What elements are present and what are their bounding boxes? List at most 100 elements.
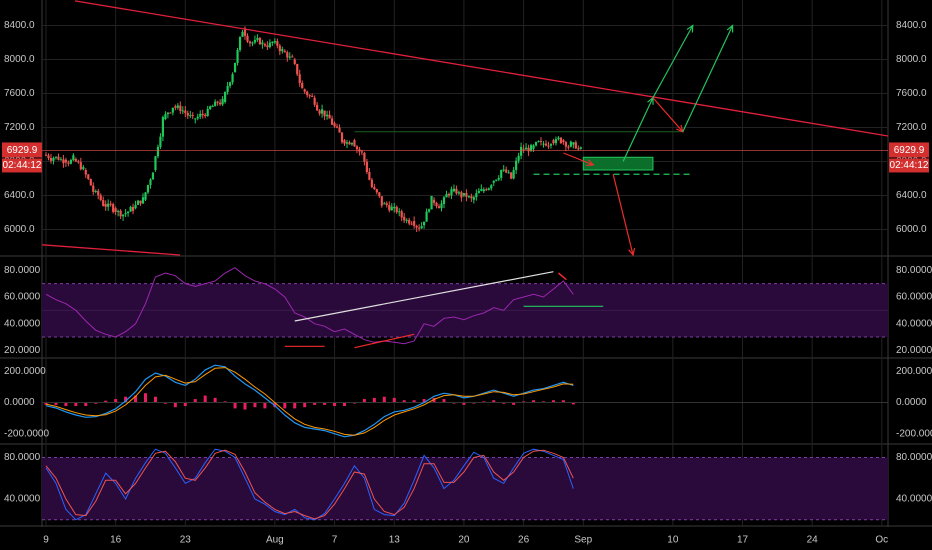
retest-arrow xyxy=(652,97,684,133)
candle-down xyxy=(296,63,299,75)
rsi-down-tick xyxy=(557,272,567,281)
candle-down xyxy=(435,202,438,207)
candle-up xyxy=(557,137,560,140)
candle-up xyxy=(224,92,227,102)
x-tick-label: 17 xyxy=(737,535,749,546)
candle-down xyxy=(418,227,421,229)
macd-hist-bar xyxy=(432,397,436,403)
candle-up xyxy=(72,155,75,161)
candle-down xyxy=(348,142,351,145)
candle-up xyxy=(59,159,63,161)
candle-up xyxy=(281,49,284,52)
last-price-badge-right xyxy=(889,142,929,158)
candle-down xyxy=(333,123,336,127)
candle-down xyxy=(119,210,122,217)
candle-up xyxy=(500,169,503,178)
candle-up xyxy=(579,147,582,149)
candle-down xyxy=(131,206,135,211)
candle-up xyxy=(490,185,493,189)
macd-hist-bar xyxy=(402,400,406,403)
candle-down xyxy=(385,203,388,206)
macd-hist-bar xyxy=(153,396,157,403)
candle-down xyxy=(266,45,269,48)
price-y-tick-left: 8400.0 xyxy=(4,20,35,31)
macd-hist-bar xyxy=(313,402,317,405)
macd-y-tick-left: 200.0000 xyxy=(4,366,46,377)
candle-up xyxy=(423,221,426,226)
candle-down xyxy=(87,174,90,179)
macd-hist-bar xyxy=(293,402,297,409)
candle-up xyxy=(477,190,480,194)
rsi-y-tick-left: 20.0000 xyxy=(4,345,41,356)
candle-up xyxy=(321,109,324,114)
candle-up xyxy=(475,193,478,198)
candle-up xyxy=(69,160,72,164)
candle-up xyxy=(350,142,354,145)
candle-down xyxy=(97,190,100,196)
countdown-label-left: 02:44:12 xyxy=(3,160,42,171)
macd-hist-bar xyxy=(442,399,446,403)
candle-down xyxy=(373,187,376,190)
macd-y-tick-right: 200.0000 xyxy=(896,366,932,377)
candle-up xyxy=(425,211,428,222)
x-tick-label: Aug xyxy=(266,535,284,546)
candle-down xyxy=(169,112,172,114)
macd-y-tick-left: -200.0000 xyxy=(4,428,49,439)
candle-up xyxy=(345,142,349,144)
macd-signal-line xyxy=(45,367,574,436)
macd-hist-bar xyxy=(561,400,565,403)
macd-hist-bar xyxy=(64,402,68,407)
macd-hist-bar xyxy=(422,399,426,403)
candle-up xyxy=(238,36,242,51)
x-tick-label: 9 xyxy=(43,535,49,546)
candle-down xyxy=(564,142,567,147)
candle-up xyxy=(430,195,433,210)
candle-up xyxy=(529,145,533,152)
macd-hist-bar xyxy=(492,400,496,403)
macd-hist-bar xyxy=(532,400,536,403)
stoch-k-line xyxy=(45,448,574,521)
candle-up xyxy=(515,160,518,171)
candle-up xyxy=(497,177,500,180)
macd-hist-bar xyxy=(372,397,376,403)
candle-up xyxy=(144,192,147,200)
candle-up xyxy=(534,141,538,146)
candle-down xyxy=(263,44,266,46)
macd-hist-bar xyxy=(482,401,486,403)
candle-up xyxy=(149,179,152,185)
macd-hist-bar xyxy=(571,402,575,405)
candle-up xyxy=(288,56,291,58)
candle-up xyxy=(472,197,475,200)
candle-up xyxy=(228,82,232,87)
macd-hist-bar xyxy=(323,402,327,405)
candle-down xyxy=(335,126,339,128)
candle-down xyxy=(355,146,359,150)
macd-hist-bar xyxy=(124,396,128,403)
candle-up xyxy=(268,42,271,48)
candle-up xyxy=(52,157,55,161)
candle-up xyxy=(181,110,184,112)
candle-up xyxy=(457,192,461,194)
candle-up xyxy=(122,214,125,217)
candle-down xyxy=(308,95,311,97)
candle-down xyxy=(395,206,398,213)
candle-down xyxy=(216,101,219,103)
rally-arrow-1 xyxy=(622,97,654,162)
rsi-line xyxy=(45,267,574,345)
x-tick-label: 16 xyxy=(110,535,122,546)
target-arrow-a-head xyxy=(686,24,694,33)
candle-down xyxy=(410,223,413,225)
x-tick-label: 24 xyxy=(807,535,819,546)
candle-up xyxy=(151,172,155,180)
candle-down xyxy=(432,199,436,203)
macd-hist-bar xyxy=(362,399,366,403)
target-arrow-b-head xyxy=(726,24,734,33)
macd-hist-bar xyxy=(253,402,257,408)
candle-down xyxy=(283,51,286,53)
candle-down xyxy=(328,114,331,119)
price-y-tick-right: 6400.0 xyxy=(896,190,927,201)
macd-hist-bar xyxy=(263,402,267,409)
macd-hist-bar xyxy=(223,401,227,403)
candle-down xyxy=(89,178,92,186)
